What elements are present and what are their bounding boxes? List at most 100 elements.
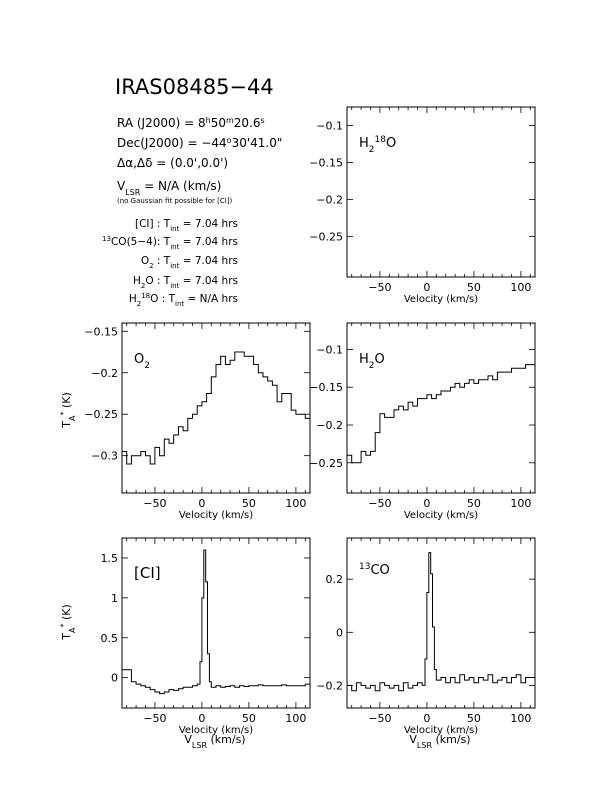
ta-axis-label-bottom: TA* (K) [59,604,77,641]
panel-ci: −50 0 50 100 0 0.5 1 1.5 [CI] Velocity (km/s) [101,537,311,736]
ta-sub: A [68,627,77,633]
x-axis-label: Velocity (km/s) [404,294,478,305]
panel-frame [121,322,311,494]
dec-lead: Dec(J2000) = −44 [117,136,227,150]
y-tick-label: −0.2 [91,367,118,380]
y-tick-label: −0.1 [316,119,343,132]
y-tick-label: −0.15 [309,381,343,394]
spectrum-panels: −50 0 50 100−0.1−0.15−0.2−0.25H218OVelocity… [84,106,536,736]
spectrum-line [122,549,311,695]
y-tick-label: −0.2 [316,679,343,692]
ra-mid: 50 [211,116,226,130]
integration-tint-sub: int [170,225,179,233]
spectrum-line [347,552,536,692]
y-tick-label: −0.2 [316,419,343,432]
integration-label-after: O : T [145,275,170,287]
integration-label-sub: 2 [137,300,141,308]
panel-title: 13CO [359,562,390,578]
vlsr-axis-rest: (km/s) [432,733,471,746]
y-tick-label: −0.25 [309,457,343,470]
integration-label-sup: 18 [141,292,150,300]
x-tick-label: −50 [368,712,391,725]
integration-line: [CI] : Tint = 7.04 hrs [135,218,238,233]
x-tick-label: −50 [368,281,391,294]
spectrum-line [347,360,536,464]
ta-sup: * [59,412,68,416]
x-tick-label: 0 [198,497,205,510]
panel-title: H218O [359,135,396,155]
y-tick-label: 0.2 [326,573,344,586]
x-tick-label: 100 [510,497,531,510]
integration-label: H [133,275,141,287]
x-tick-label: 100 [510,281,531,294]
x-tick-label: 50 [467,712,481,725]
ta-rest: (K) [60,604,73,623]
ra-s: s [261,116,265,125]
integration-label: CO(5−4): T [111,236,171,248]
integration-value: = 7.04 hrs [179,236,238,248]
x-tick-label: 50 [242,497,256,510]
ra-lead: RA (J2000) = 8 [117,116,206,130]
x-axis-label: Velocity (km/s) [179,725,253,736]
ta-sub: A [68,415,77,421]
ta-t: T [60,421,73,429]
y-tick-label: −0.25 [309,230,343,243]
integration-label-sub: 2 [149,262,153,270]
ra-sec: 20.6 [234,116,261,130]
x-tick-label: 50 [242,712,256,725]
vlsr-axis-sub: LSR [192,741,208,750]
y-tick-label: −0.15 [309,156,343,169]
ra-h: h [206,116,211,125]
ta-axis-label-mid: TA* (K) [59,392,77,429]
y-tick-label: −0.15 [84,325,118,338]
ra-m: m [226,116,234,125]
ta-sup: * [59,624,68,628]
integration-label-sub: 2 [141,282,145,290]
panel-frame [346,106,536,278]
integration-label-after: : T [154,255,171,267]
integration-label: O [141,255,149,267]
integration-value: = 7.04 hrs [179,218,238,230]
panel-co13: −50 0 50 100 0 0.2 −0.2 13CO Velocity (km/s) [316,537,536,736]
dec-deg: o [227,136,232,145]
fit-note: (no Gaussian fit possible for [CI]) [117,197,233,205]
x-tick-label: −50 [368,497,391,510]
source-name: IRAS08485−44 [115,75,274,99]
integration-tint-sub: int [175,300,184,308]
y-tick-label: −0.3 [91,450,118,463]
x-tick-label: 0 [423,281,430,294]
integration-label-after: O : T [150,293,175,305]
x-tick-label: 100 [285,497,306,510]
y-tick-label: 1.5 [101,552,119,565]
y-tick-label: 0 [336,626,343,639]
integration-line: H2O : Tint = 7.04 hrs [133,275,238,290]
vlsr-axis-rest: (km/s) [207,733,246,746]
vlsr-axis-label-left: VLSR (km/s) [184,733,245,750]
panel-title: H2O [359,352,385,371]
y-tick-label: 0.5 [101,632,119,645]
x-tick-label: −50 [143,712,166,725]
y-tick-label: 0 [111,672,118,685]
dec-line: Dec(J2000) = −44o30'41.0" [117,136,282,151]
spectrum-line [122,351,311,465]
integration-tint-sub: int [170,282,179,290]
y-tick-label: −0.25 [84,408,118,421]
y-tick-label: −0.2 [316,193,343,206]
vlsr-axis-v: V [409,733,417,746]
panel-title: O2 [134,352,150,371]
integration-tint-sub: int [170,243,179,251]
panel-frame [346,322,536,494]
integration-line: 13CO(5−4): Tint = 7.04 hrs [102,235,238,251]
panel-h2o: −50 0 50 100 −0.1 −0.15 −0.2 −0.25 H2O Velocity (… [309,322,536,521]
integration-pre-sup: 13 [102,235,111,243]
integration-line: H218O : Tint = N/A hrs [129,292,238,308]
integration-value: = 7.04 hrs [179,275,238,287]
x-axis-label: Velocity (km/s) [179,510,253,521]
x-tick-label: 0 [423,712,430,725]
x-tick-label: 0 [423,497,430,510]
panel-frame [346,537,536,709]
offset-line: Δα,Δδ = (0.0',0.0') [117,156,228,170]
integration-line: O2 : Tint = 7.04 hrs [141,255,238,270]
vlsr-axis-sub: LSR [417,741,433,750]
dec-rest: 30'41.0" [232,136,283,150]
